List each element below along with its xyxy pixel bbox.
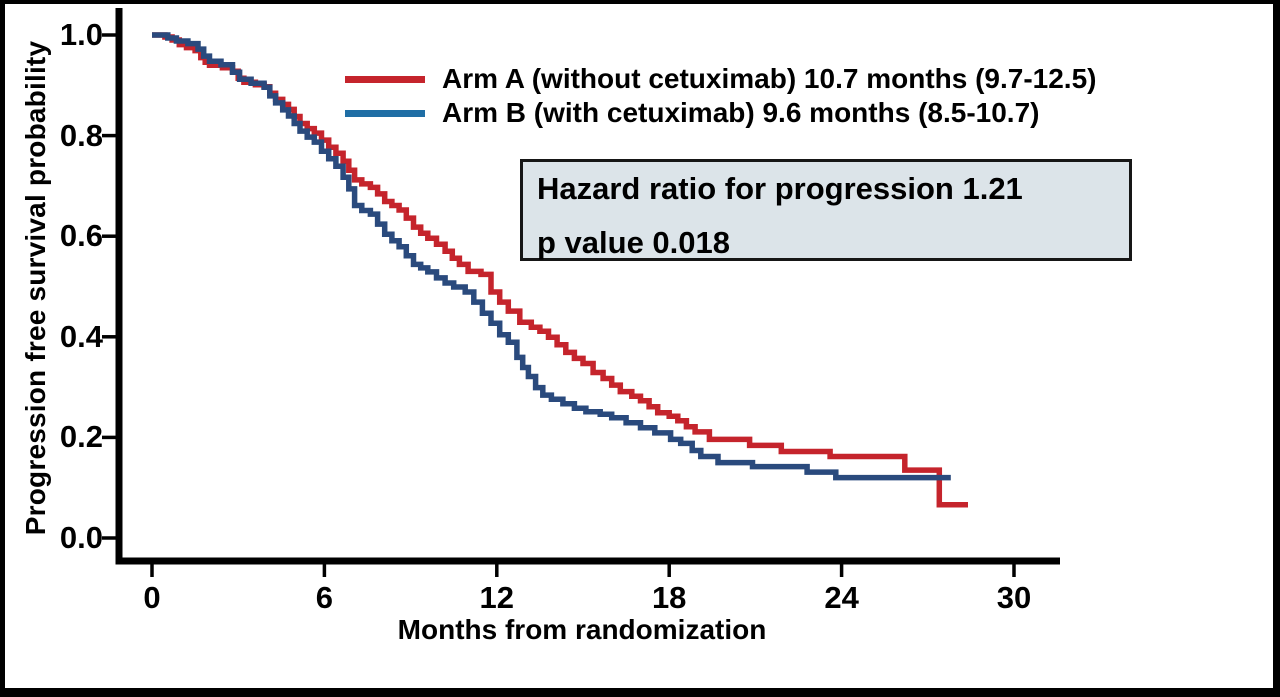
arm-b-curve [152,32,951,481]
y-tick-label: 0.8 [59,117,103,153]
x-tick-label: 30 [996,580,1032,615]
hazard-ratio-text: Hazard ratio for progression 1.21 [537,171,1023,206]
y-tick-label: 0.0 [59,520,103,555]
arm-a-legend-swatch [345,75,425,83]
y-tick-label: 0.4 [59,318,103,354]
y-tick-label: 0.6 [59,218,103,254]
p-value-text: p value 0.018 [537,225,731,260]
legend-row-arm-b: Arm B (with cetuximab) 9.6 months (8.5-1… [345,97,1039,129]
y-tick-label: 1.0 [59,17,103,52]
arm-b-legend-swatch [345,109,425,117]
arm-a-legend-label: Arm A (without cetuximab) 10.7 months (9… [442,63,1097,94]
x-tick-label: 12 [479,580,515,615]
x-tick-label: 24 [824,580,859,615]
x-tick-label: 18 [651,580,687,615]
x-axis-title: Months from randomization [397,614,767,645]
hazard-ratio-annotation-box: Hazard ratio for progression 1.21 p valu… [520,159,1132,261]
arm-b-legend-label: Arm B (with cetuximab) 9.6 months (8.5-1… [442,97,1040,128]
y-tick-label: 0.2 [59,419,103,455]
y-axis-title: Progression free survival probability [20,40,51,536]
legend-row-arm-a: Arm A (without cetuximab) 10.7 months (9… [345,63,1097,95]
x-tick-label: 6 [315,580,334,615]
x-tick-label: 0 [143,580,161,615]
